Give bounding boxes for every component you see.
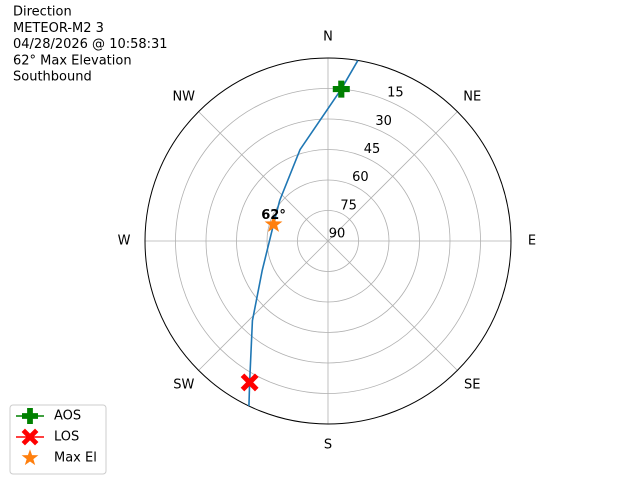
title-line: 62° Max Elevation [13, 53, 132, 68]
r-tick-label: 90 [329, 227, 346, 242]
legend-label: LOS [54, 430, 79, 445]
marker-x [21, 428, 39, 446]
title-line: 04/28/2026 @ 10:58:31 [13, 37, 168, 52]
grid-spoke [198, 240, 329, 371]
marker-plus [332, 80, 350, 98]
marker-star [264, 215, 283, 232]
title-line: METEOR-M2 3 [13, 21, 104, 36]
theta-tick-label: E [528, 234, 536, 249]
r-tick-label: 30 [375, 114, 392, 129]
r-tick-label: 60 [352, 170, 369, 185]
title-line: Southbound [13, 70, 92, 85]
grid-spoke [198, 111, 329, 242]
r-tick-label: 75 [340, 198, 357, 213]
theta-tick-label: SW [173, 378, 194, 393]
legend-label: AOS [54, 409, 81, 424]
marker-x [240, 373, 259, 392]
grid-spoke [327, 111, 458, 242]
grid-spoke [327, 240, 458, 371]
theta-tick-label: SE [464, 378, 480, 393]
annotation: 62° [261, 208, 286, 223]
theta-tick-label: N [323, 30, 333, 45]
title-line: Direction [13, 5, 72, 20]
theta-tick-label: S [324, 438, 332, 453]
marker-star [21, 449, 39, 466]
r-tick-label: 15 [387, 86, 404, 101]
r-tick-label: 45 [364, 142, 381, 157]
marker-plus [22, 408, 38, 424]
theta-tick-label: NW [172, 89, 195, 104]
polar-frame [144, 57, 512, 425]
legend-label: Max El [54, 451, 97, 466]
theta-tick-label: NE [463, 89, 481, 104]
theta-tick-label: W [118, 234, 131, 249]
legend: AOS LOS Max El [9, 404, 107, 475]
